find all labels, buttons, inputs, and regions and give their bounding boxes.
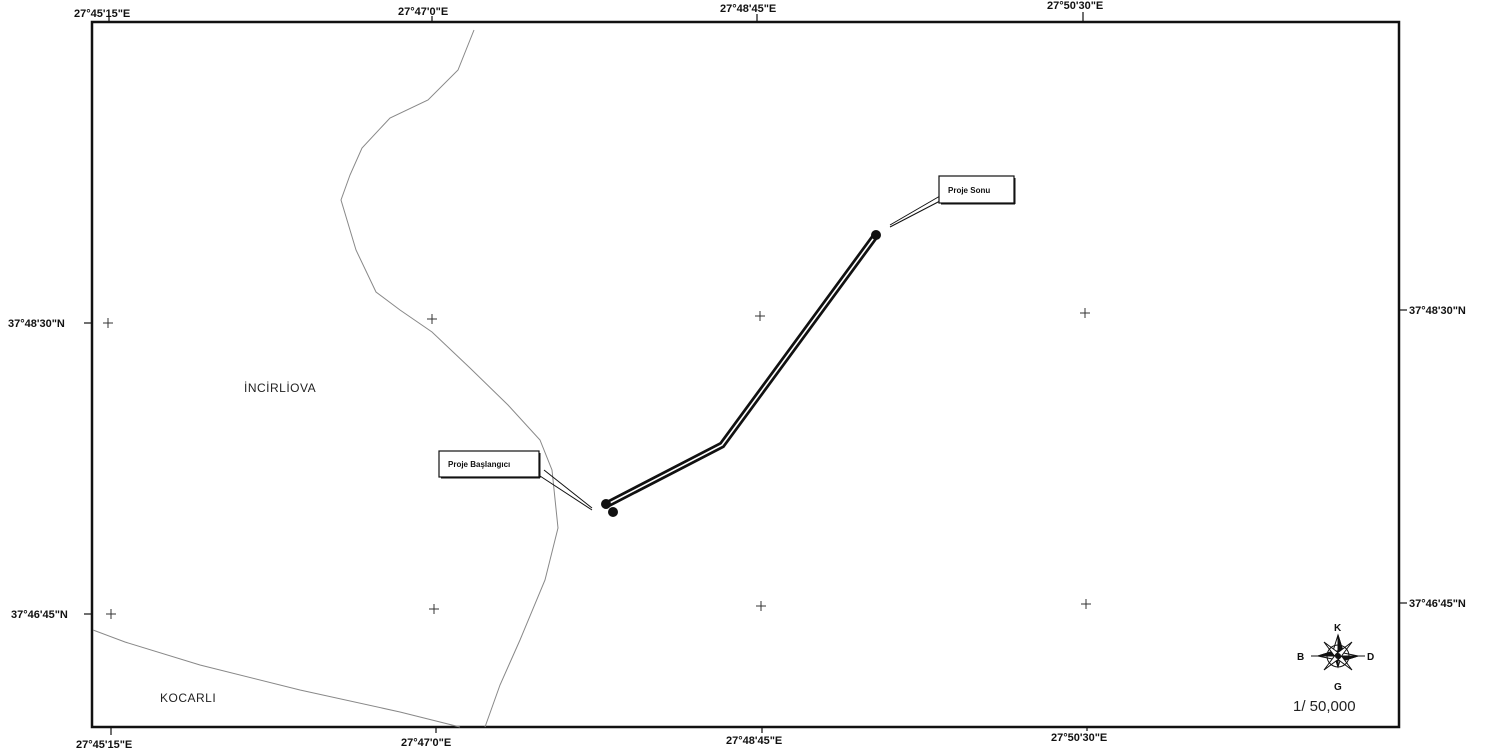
route-end-marker: [871, 230, 881, 240]
graticule-crosses: [103, 308, 1091, 619]
place-incirliova: İNCİRLİOVA: [244, 381, 316, 395]
left-latitude-ticks: [84, 322, 92, 615]
callout-end-box: [938, 175, 1015, 204]
callout-start: Proje Başlangıcı: [438, 450, 593, 511]
top-lon-label-1: 27°45'15"E: [74, 8, 130, 20]
map-scale: 1/ 50,000: [1293, 698, 1356, 715]
right-lat-label-1: 37°48'30"N: [1409, 305, 1466, 317]
compass-icon: [1311, 633, 1365, 671]
right-latitude-ticks: [1399, 309, 1407, 604]
bottom-lon-label-4: 27°50'30"E: [1051, 732, 1107, 744]
route-start-marker: [601, 499, 611, 509]
callout-end-label: Proje Sonu: [948, 186, 990, 195]
compass-east: D: [1367, 652, 1374, 663]
left-lat-label-2: 37°46'45"N: [11, 609, 68, 621]
place-kocarli: KOCARLI: [160, 691, 216, 705]
district-boundary-south: [92, 629, 461, 728]
bottom-lon-label-1: 27°45'15"E: [76, 739, 132, 751]
callout-start-label: Proje Başlangıcı: [448, 460, 510, 469]
compass-west: B: [1297, 652, 1304, 663]
callout-start-box: [438, 450, 540, 478]
project-route: [601, 230, 881, 517]
top-lon-label-3: 27°48'45"E: [720, 3, 776, 15]
top-longitude-ticks: [108, 12, 1084, 22]
left-lat-label-1: 37°48'30"N: [8, 318, 65, 330]
top-lon-label-4: 27°50'30"E: [1047, 0, 1103, 12]
compass-south: G: [1334, 682, 1342, 693]
route-start-marker-2: [608, 507, 618, 517]
map-frame: [90, 20, 1401, 729]
bottom-lon-label-3: 27°48'45"E: [726, 735, 782, 747]
compass-rose: K G B D: [1297, 623, 1374, 693]
right-lat-label-2: 37°46'45"N: [1409, 598, 1466, 610]
top-lon-label-2: 27°47'0"E: [398, 6, 448, 18]
bottom-longitude-ticks: [110, 727, 1088, 735]
compass-north: K: [1334, 623, 1342, 634]
bottom-lon-label-2: 27°47'0"E: [401, 737, 451, 749]
district-boundary-east: [340, 29, 559, 728]
callout-end: Proje Sonu: [889, 175, 1016, 228]
